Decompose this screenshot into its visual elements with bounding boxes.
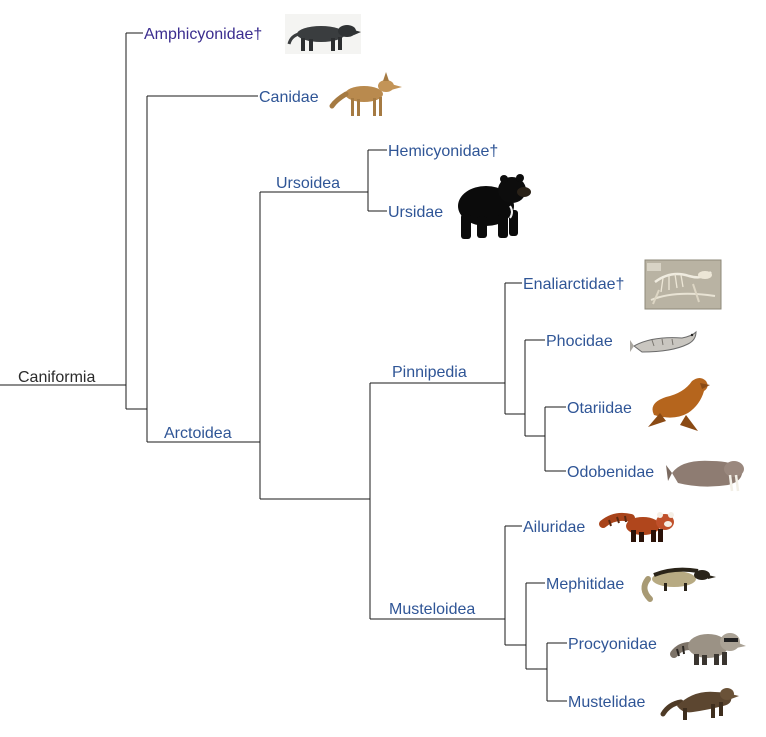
bear-dog-illustration [285,14,361,54]
coyote-illustration [329,72,402,116]
illustrations [285,14,746,720]
label-enaliarctidae: Enaliarctidae† [523,276,624,293]
seal-illustration [630,330,697,353]
label-phocidae: Phocidae [546,333,613,350]
label-hemicyonidae: Hemicyonidae† [388,143,498,160]
label-mustelidae: Mustelidae [568,694,645,711]
skunk-illustration [641,567,716,602]
label-otariidae: Otariidae [567,400,632,417]
tree-labels: Caniformia Arctoidea Ursoidea Pinnipedia… [18,26,657,711]
label-caniformia: Caniformia [18,369,95,386]
sea-lion-illustration [648,378,710,431]
label-ailuridae: Ailuridae [523,519,585,536]
label-arctoidea: Arctoidea [164,425,232,442]
label-canidae: Canidae [259,89,319,106]
fossil-skeleton-photo [644,259,722,310]
label-odobenidae: Odobenidae [567,464,654,481]
label-ursoidea: Ursoidea [276,175,340,192]
tree-edges [0,32,567,702]
label-musteloidea: Musteloidea [389,601,475,618]
label-mephitidae: Mephitidae [546,576,624,593]
label-pinnipedia: Pinnipedia [392,364,467,381]
label-procyonidae: Procyonidae [568,636,657,653]
black-bear-illustration [458,174,531,239]
label-ursidae: Ursidae [388,204,443,221]
walrus-illustration [666,460,744,492]
ferret-illustration [660,688,739,720]
label-amphicyonidae: Amphicyonidae† [144,26,262,43]
raccoon-illustration [670,633,746,665]
red-panda-illustration [599,512,674,542]
